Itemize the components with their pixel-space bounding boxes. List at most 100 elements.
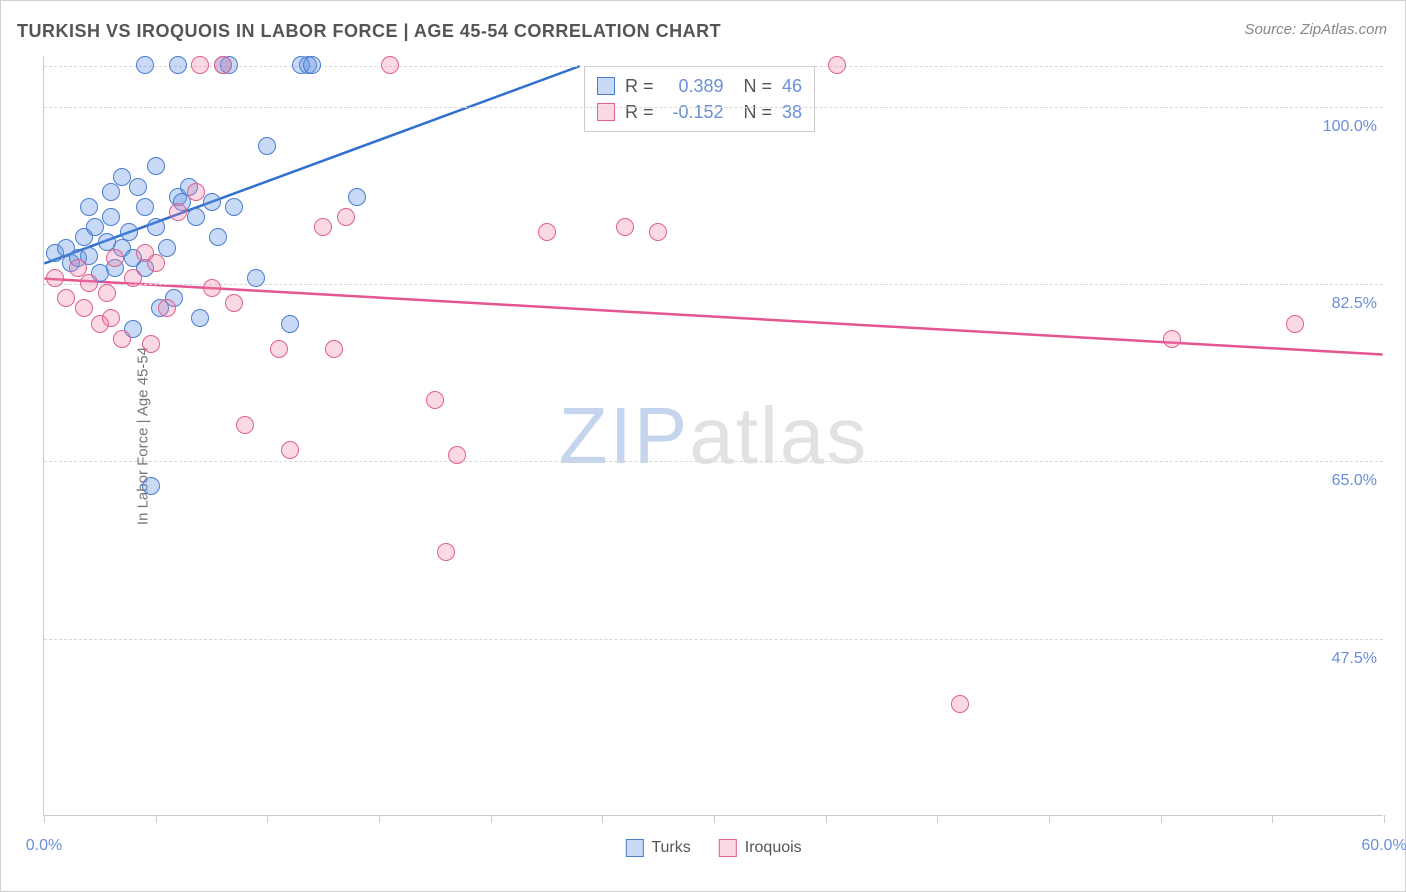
x-tick xyxy=(714,815,715,823)
trend-lines-svg xyxy=(44,56,1383,815)
x-tick xyxy=(44,815,45,823)
x-tick xyxy=(156,815,157,823)
data-point xyxy=(247,269,265,287)
x-tick xyxy=(379,815,380,823)
x-tick xyxy=(1272,815,1273,823)
gridline-h xyxy=(44,639,1383,640)
data-point xyxy=(80,198,98,216)
data-point xyxy=(57,289,75,307)
x-tick xyxy=(826,815,827,823)
legend-item: Iroquois xyxy=(719,839,802,857)
data-point xyxy=(214,56,232,74)
data-point xyxy=(448,446,466,464)
gridline-h xyxy=(44,284,1383,285)
y-axis-label: In Labor Force | Age 45-54 xyxy=(135,346,152,524)
r-value: 0.389 xyxy=(664,73,724,99)
data-point xyxy=(102,309,120,327)
data-point xyxy=(120,223,138,241)
data-point xyxy=(325,340,343,358)
swatch-icon xyxy=(597,77,615,95)
source-label: Source: ZipAtlas.com xyxy=(1244,21,1387,38)
data-point xyxy=(381,56,399,74)
swatch-icon xyxy=(625,839,643,857)
data-point xyxy=(1163,330,1181,348)
data-point xyxy=(236,416,254,434)
data-point xyxy=(191,56,209,74)
data-point xyxy=(75,299,93,317)
gridline-h xyxy=(44,461,1383,462)
data-point xyxy=(191,309,209,327)
legend-label: Iroquois xyxy=(745,839,802,856)
r-value: -0.152 xyxy=(664,99,724,125)
watermark-zip: ZIP xyxy=(559,391,689,480)
data-point xyxy=(158,299,176,317)
y-tick-label: 82.5% xyxy=(1332,295,1385,313)
data-point xyxy=(136,56,154,74)
data-point xyxy=(314,218,332,236)
y-tick-label: 100.0% xyxy=(1323,118,1385,136)
x-tick xyxy=(267,815,268,823)
legend-label: Turks xyxy=(651,839,690,856)
data-point xyxy=(258,137,276,155)
data-point xyxy=(142,477,160,495)
stats-box: R = 0.389 N = 46R = -0.152 N = 38 xyxy=(584,66,815,132)
stats-row: R = -0.152 N = 38 xyxy=(597,99,802,125)
n-value: 46 xyxy=(782,73,802,99)
n-value: 38 xyxy=(782,99,802,125)
data-point xyxy=(147,218,165,236)
chart-container: TURKISH VS IROQUOIS IN LABOR FORCE | AGE… xyxy=(0,0,1406,892)
data-point xyxy=(124,269,142,287)
data-point xyxy=(437,543,455,561)
plot-area: In Labor Force | Age 45-54 ZIPatlas R = 0… xyxy=(43,56,1383,816)
data-point xyxy=(169,56,187,74)
r-label: R = xyxy=(625,99,654,125)
gridline-h xyxy=(44,107,1383,108)
data-point xyxy=(281,441,299,459)
data-point xyxy=(102,208,120,226)
data-point xyxy=(147,254,165,272)
data-point xyxy=(828,56,846,74)
data-point xyxy=(337,208,355,226)
data-point xyxy=(187,183,205,201)
data-point xyxy=(136,198,154,216)
data-point xyxy=(209,228,227,246)
data-point xyxy=(203,193,221,211)
stats-row: R =0.389N =46 xyxy=(597,73,802,99)
data-point xyxy=(98,284,116,302)
data-point xyxy=(649,223,667,241)
data-point xyxy=(187,208,205,226)
data-point xyxy=(46,269,64,287)
legend: Turks Iroquois xyxy=(625,839,801,857)
gridline-h xyxy=(44,66,1383,67)
data-point xyxy=(106,249,124,267)
data-point xyxy=(142,335,160,353)
watermark: ZIPatlas xyxy=(559,390,868,482)
data-point xyxy=(225,294,243,312)
data-point xyxy=(616,218,634,236)
trend-line xyxy=(44,279,1382,355)
data-point xyxy=(203,279,221,297)
data-point xyxy=(281,315,299,333)
chart-title: TURKISH VS IROQUOIS IN LABOR FORCE | AGE… xyxy=(17,21,721,42)
x-tick-label: 60.0% xyxy=(1361,837,1406,855)
data-point xyxy=(951,695,969,713)
data-point xyxy=(303,56,321,74)
n-label: N = xyxy=(744,73,773,99)
data-point xyxy=(1286,315,1304,333)
n-label: N = xyxy=(744,99,773,125)
data-point xyxy=(426,391,444,409)
data-point xyxy=(129,178,147,196)
x-tick-label: 0.0% xyxy=(26,837,62,855)
data-point xyxy=(538,223,556,241)
x-tick xyxy=(602,815,603,823)
data-point xyxy=(169,203,187,221)
x-tick xyxy=(1049,815,1050,823)
x-tick xyxy=(1384,815,1385,823)
swatch-icon xyxy=(719,839,737,857)
x-tick xyxy=(937,815,938,823)
data-point xyxy=(113,330,131,348)
data-point xyxy=(147,157,165,175)
watermark-atlas: atlas xyxy=(689,391,868,480)
data-point xyxy=(225,198,243,216)
x-tick xyxy=(491,815,492,823)
